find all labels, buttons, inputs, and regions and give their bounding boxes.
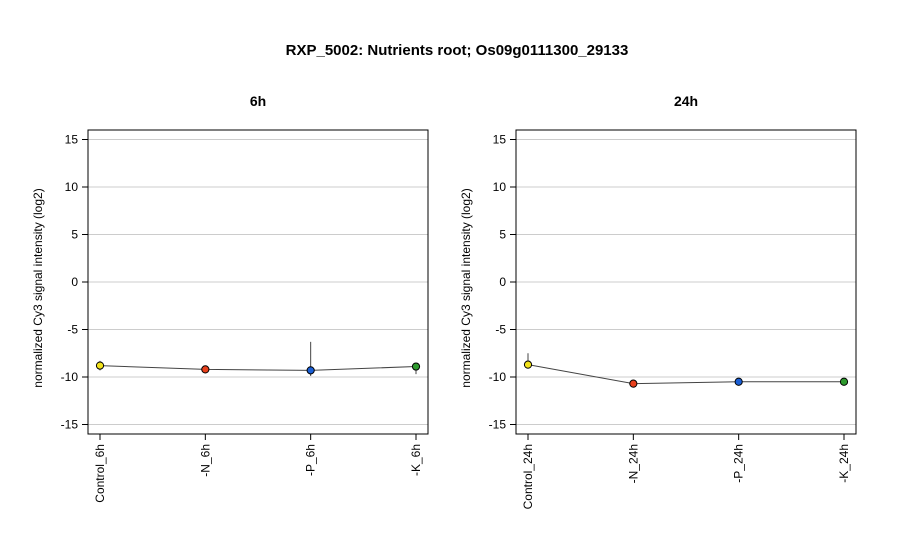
y-tick-label: -10 — [489, 370, 507, 384]
panel-title: 24h — [674, 93, 698, 109]
y-tick-label: 10 — [493, 180, 507, 194]
data-point — [201, 365, 210, 374]
data-point — [411, 362, 421, 371]
x-tick-label: Control_24h — [521, 444, 535, 509]
y-tick-label: 15 — [493, 133, 507, 147]
series-line — [527, 364, 844, 385]
x-tick-label: Control_6h — [93, 444, 107, 503]
data-point — [839, 377, 849, 386]
x-tick-label: -N_6h — [198, 444, 212, 477]
y-tick-label: -15 — [61, 418, 79, 432]
y-tick-label: -15 — [489, 418, 507, 432]
y-tick-label: 10 — [65, 180, 79, 194]
data-point — [95, 361, 105, 370]
y-tick-label: 0 — [71, 275, 78, 289]
x-tick-label: -K_6h — [409, 444, 423, 476]
panel-6h: 6h -15 -10 -5 0 5 10 15 normalized Cy3 signal in… — [31, 93, 429, 503]
y-tick-label: -5 — [495, 323, 506, 337]
y-tick-label: 0 — [499, 275, 506, 289]
figure-title: RXP_5002: Nutrients root; Os09g0111300_2… — [286, 42, 629, 59]
y-tick-label: -5 — [67, 323, 78, 337]
x-tick-label: -P_24h — [732, 444, 746, 483]
y-tick-label: -10 — [61, 370, 79, 384]
panel-24h: 24h -15 -10 -5 0 5 10 15 normalized Cy3 signal i… — [459, 93, 857, 509]
series-line — [99, 365, 417, 371]
data-point — [523, 360, 533, 369]
data-point — [734, 377, 743, 386]
y-axis-label: normalized Cy3 signal intensity (log2) — [459, 188, 473, 387]
data-point — [306, 366, 315, 375]
y-tick-label: 5 — [71, 228, 78, 242]
y-axis-label: normalized Cy3 signal intensity (log2) — [31, 188, 45, 387]
panel-title: 6h — [250, 93, 266, 109]
y-tick-label: 15 — [65, 133, 79, 147]
x-tick-label: -P_6h — [304, 444, 318, 476]
x-tick-label: -N_24h — [626, 444, 640, 483]
panels: 6h -15 -10 -5 0 5 10 15 normalized Cy3 signal in… — [31, 93, 857, 509]
x-tick-label: -K_24h — [837, 444, 851, 483]
data-point — [629, 379, 638, 388]
y-tick-label: 5 — [499, 228, 506, 242]
